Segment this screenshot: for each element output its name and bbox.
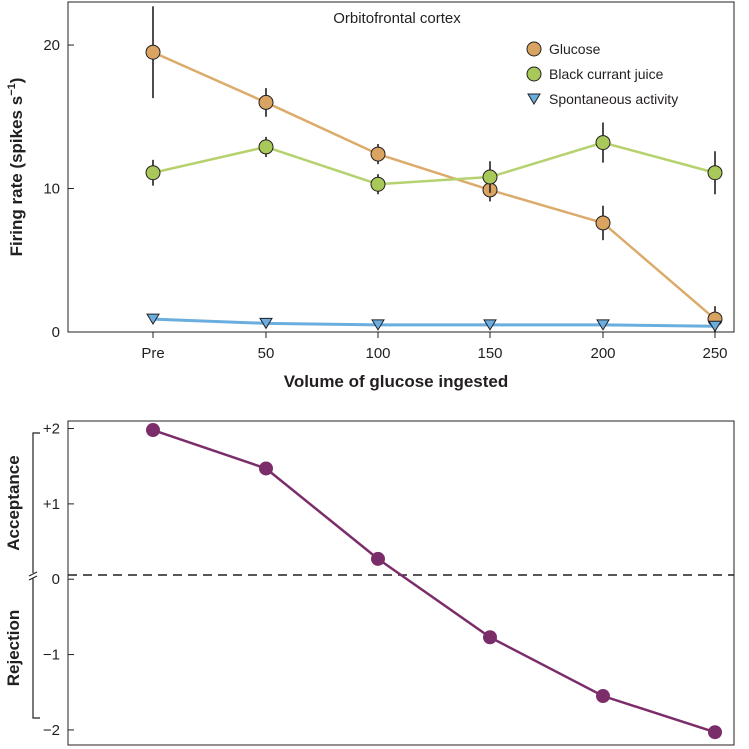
point-black-currant-juice: [707, 165, 723, 181]
y-tick-label: +1: [43, 496, 60, 513]
point-glucose: [145, 44, 161, 60]
y-tick-label: 0: [52, 571, 60, 588]
legend-marker-glucose: [526, 41, 542, 57]
acceptance-point: [708, 725, 722, 740]
axis-break-mark: [28, 571, 38, 581]
rejection-bracket: [32, 578, 40, 719]
acceptance-bracket: [32, 432, 40, 573]
series-line-black-currant-juice: [152, 141, 716, 186]
firing-rate-chart: 0 10 20 Pre 50 100 150 200 250 Orbitofrontal co…: [6, 1, 735, 391]
x-tick-label: 250: [702, 345, 727, 362]
point-black-currant-juice: [145, 165, 161, 181]
x-tick-label: 150: [477, 345, 502, 362]
point-spontaneous-activity: [708, 320, 722, 333]
point-glucose: [258, 94, 274, 110]
acceptance-point: [596, 689, 610, 704]
x-axis-title: Volume of glucose ingested: [284, 372, 509, 391]
point-spontaneous-activity: [483, 319, 497, 331]
acceptance-point: [483, 630, 497, 645]
y-tick-label: −1: [43, 647, 60, 664]
legend: Glucose Black currant juice Spontaneous ac…: [526, 41, 678, 107]
rejection-label: Rejection: [4, 610, 23, 687]
acceptance-point: [371, 551, 385, 566]
legend-marker-black-currant-juice: [526, 66, 542, 82]
point-black-currant-juice: [482, 169, 498, 185]
acceptance-chart: +2 +1 0 −1 −2 Acceptance Rejection: [4, 420, 735, 746]
series-line-spontaneous-activity: [152, 317, 716, 328]
x-tick-label: Pre: [141, 345, 164, 362]
point-spontaneous-activity: [146, 313, 160, 326]
legend-label-black-currant-juice: Black currant juice: [549, 66, 664, 82]
x-tick-label: 200: [590, 345, 615, 362]
point-glucose: [370, 146, 386, 162]
acceptance-label: Acceptance: [4, 455, 23, 550]
x-tick-label: 100: [365, 345, 390, 362]
bottom-plot-frame: [67, 420, 735, 746]
point-black-currant-juice: [258, 139, 274, 155]
series-line-glucose: [152, 51, 716, 321]
y-tick-label: +2: [43, 421, 60, 438]
acceptance-point: [146, 423, 160, 438]
point-spontaneous-activity: [371, 319, 385, 331]
point-spontaneous-activity: [596, 319, 610, 331]
point-spontaneous-activity: [259, 317, 273, 330]
legend-label-glucose: Glucose: [549, 41, 601, 57]
top-plot-frame: [67, 1, 735, 333]
point-black-currant-juice: [370, 176, 386, 192]
legend-label-spontaneous-activity: Spontaneous activity: [549, 91, 678, 107]
legend-marker-spontaneous-activity: [527, 93, 541, 105]
acceptance-point: [259, 461, 273, 476]
point-black-currant-juice: [595, 135, 611, 151]
y-axis-title: Firing rate (spikes s−1): [6, 78, 26, 257]
y-tick-label: −2: [43, 722, 60, 739]
point-glucose: [595, 215, 611, 231]
y-tick-label: 0: [52, 324, 60, 341]
y-tick-label: 20: [43, 37, 60, 54]
acceptance-line: [152, 428, 716, 734]
y-tick-label: 10: [43, 181, 60, 198]
x-tick-label: 50: [258, 345, 275, 362]
chart-title: Orbitofrontal cortex: [333, 10, 461, 27]
